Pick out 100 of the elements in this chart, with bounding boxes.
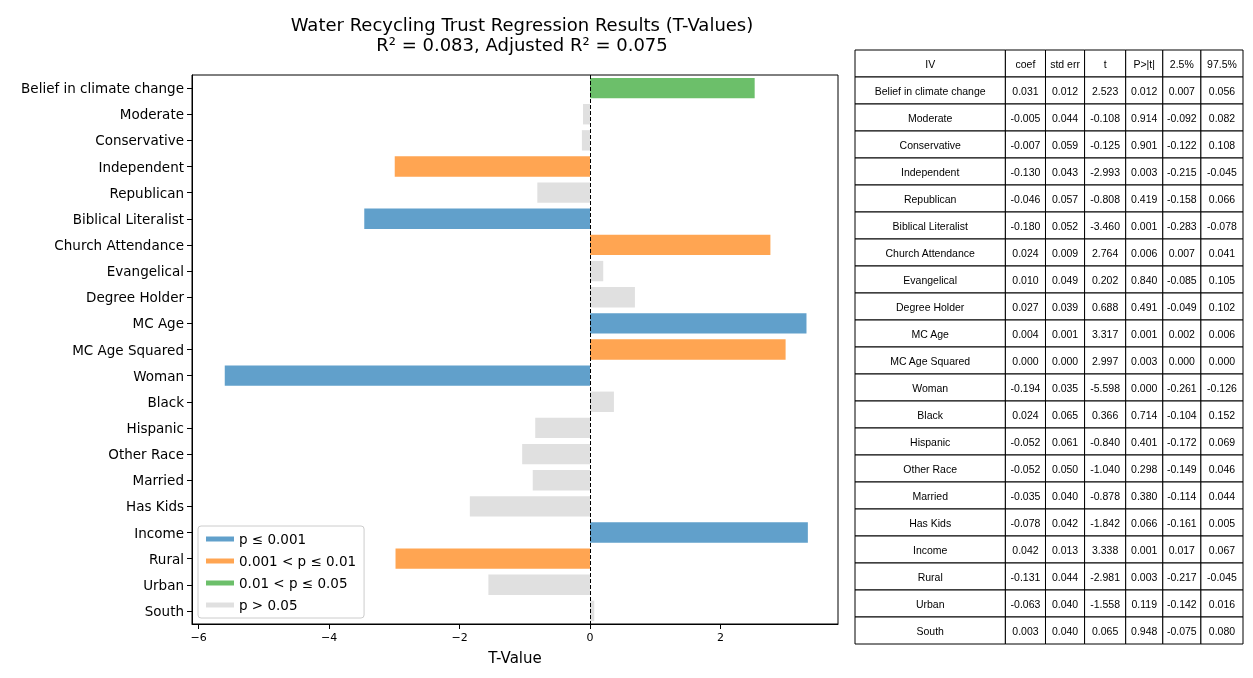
data-label: 0.001 [1051, 327, 1079, 340]
y-tick-label: Independent [900, 165, 960, 178]
y-tick-label: Urban [143, 576, 184, 593]
x-tick-label: 97.5% [1207, 57, 1237, 70]
y-tick-label: Has Kids [909, 516, 952, 529]
data-label: 0.040 [1051, 489, 1079, 502]
y-tick-label: Urban [915, 597, 945, 610]
data-label: 0.065 [1051, 408, 1079, 421]
data-label: 0.366 [1092, 408, 1119, 421]
data-label: 0.688 [1092, 300, 1119, 313]
bar [590, 339, 786, 360]
bar [488, 574, 591, 595]
data-label: 0.040 [1051, 597, 1079, 610]
bar [590, 391, 614, 412]
data-label: 0.003 [1131, 570, 1158, 583]
data-label: 0.052 [1051, 219, 1079, 232]
bar [537, 182, 591, 203]
data-label: -0.035 [1010, 489, 1041, 502]
data-label: 0.009 [1051, 246, 1079, 259]
y-tick-label: Woman [133, 367, 184, 384]
data-label: 0.380 [1131, 489, 1158, 502]
y-tick-label: Other Race [108, 446, 184, 463]
y-tick-label: Belief in climate change [21, 80, 184, 97]
data-label: 0.066 [1131, 516, 1158, 529]
data-label: 0.001 [1131, 543, 1158, 556]
y-tick-label: Hispanic [910, 435, 951, 448]
y-tick-label: Woman [912, 381, 949, 394]
data-label: -0.104 [1166, 408, 1197, 421]
data-label: 0.003 [1012, 624, 1039, 637]
data-label: -0.125 [1090, 138, 1121, 151]
bar [469, 496, 591, 517]
y-tick-label: Conservative [899, 138, 961, 151]
data-label: -0.046 [1010, 192, 1041, 205]
y-tick-label: Married [132, 472, 184, 489]
data-label: 0.003 [1131, 165, 1158, 178]
data-label: -0.194 [1010, 381, 1041, 394]
legend-label: 0.01 < p ≤ 0.05 [239, 575, 348, 591]
y-tick-label: Moderate [908, 111, 953, 124]
data-label: -0.131 [1010, 570, 1041, 583]
data-label: 0.049 [1051, 273, 1079, 286]
bar [590, 287, 635, 308]
x-tick-label: std err [1050, 57, 1081, 70]
data-label: -0.130 [1010, 165, 1041, 178]
data-label: 0.057 [1051, 192, 1079, 205]
x-tick-label: P>|t| [1133, 57, 1155, 70]
y-tick-label: Biblical Literalist [892, 219, 968, 232]
bar [224, 365, 591, 386]
data-label: 0.108 [1208, 138, 1236, 151]
data-label: 0.082 [1208, 111, 1236, 124]
data-label: 0.067 [1208, 543, 1236, 556]
x-axis-title: T-Value [487, 648, 542, 667]
data-label: 0.013 [1051, 543, 1079, 556]
x-tick-label: −4 [320, 631, 338, 644]
bar [590, 234, 771, 256]
data-label: 0.202 [1092, 273, 1119, 286]
y-tick-label: Rural [149, 550, 184, 567]
data-label: 0.298 [1131, 462, 1158, 475]
y-tick-label: Income [912, 543, 948, 556]
data-label: -0.158 [1166, 192, 1197, 205]
y-tick-label: Belief in climate change [874, 84, 986, 97]
y-tick-label: Republican [109, 184, 184, 201]
x-tick-label: coef [1015, 57, 1036, 70]
data-label: 0.119 [1131, 597, 1158, 610]
data-label: 0.000 [1012, 354, 1039, 367]
bar [522, 443, 591, 465]
data-label: -0.808 [1090, 192, 1121, 205]
y-tick-label: Married [912, 489, 949, 502]
data-label: 0.901 [1131, 138, 1158, 151]
data-label: -0.215 [1166, 165, 1197, 178]
data-label: 0.914 [1131, 111, 1158, 124]
y-tick-label: Republican [903, 192, 957, 205]
data-label: -2.993 [1090, 165, 1121, 178]
data-label: -0.161 [1166, 516, 1197, 529]
data-label: 0.401 [1131, 435, 1158, 448]
y-tick-label: Biblical Literalist [72, 210, 184, 227]
data-label: -0.049 [1166, 300, 1197, 313]
y-tick-label: MC Age Squared [890, 354, 971, 367]
data-label: -3.460 [1090, 219, 1121, 232]
data-label: 0.000 [1168, 354, 1196, 367]
data-label: 2.523 [1092, 84, 1119, 97]
data-label: 0.017 [1168, 543, 1196, 556]
bar [535, 417, 591, 439]
y-tick-label: Has Kids [126, 498, 184, 515]
y-tick-label: Church Attendance [54, 236, 184, 253]
data-label: -0.142 [1166, 597, 1197, 610]
bar [582, 104, 591, 125]
data-label: 0.044 [1208, 489, 1236, 502]
data-label: 0.050 [1051, 462, 1079, 475]
data-label: -0.007 [1010, 138, 1041, 151]
y-axis-title: IV [925, 57, 936, 70]
data-label: -1.040 [1090, 462, 1121, 475]
y-tick-label: Black [917, 408, 944, 421]
data-label: -0.283 [1166, 219, 1197, 232]
x-tick-label: −6 [190, 631, 207, 644]
bar [590, 260, 604, 282]
data-label: 0.948 [1131, 624, 1158, 637]
data-label: 0.000 [1051, 354, 1079, 367]
data-label: -0.108 [1090, 111, 1121, 124]
x-tick-label: 2.5% [1169, 57, 1194, 70]
bar [394, 156, 591, 177]
